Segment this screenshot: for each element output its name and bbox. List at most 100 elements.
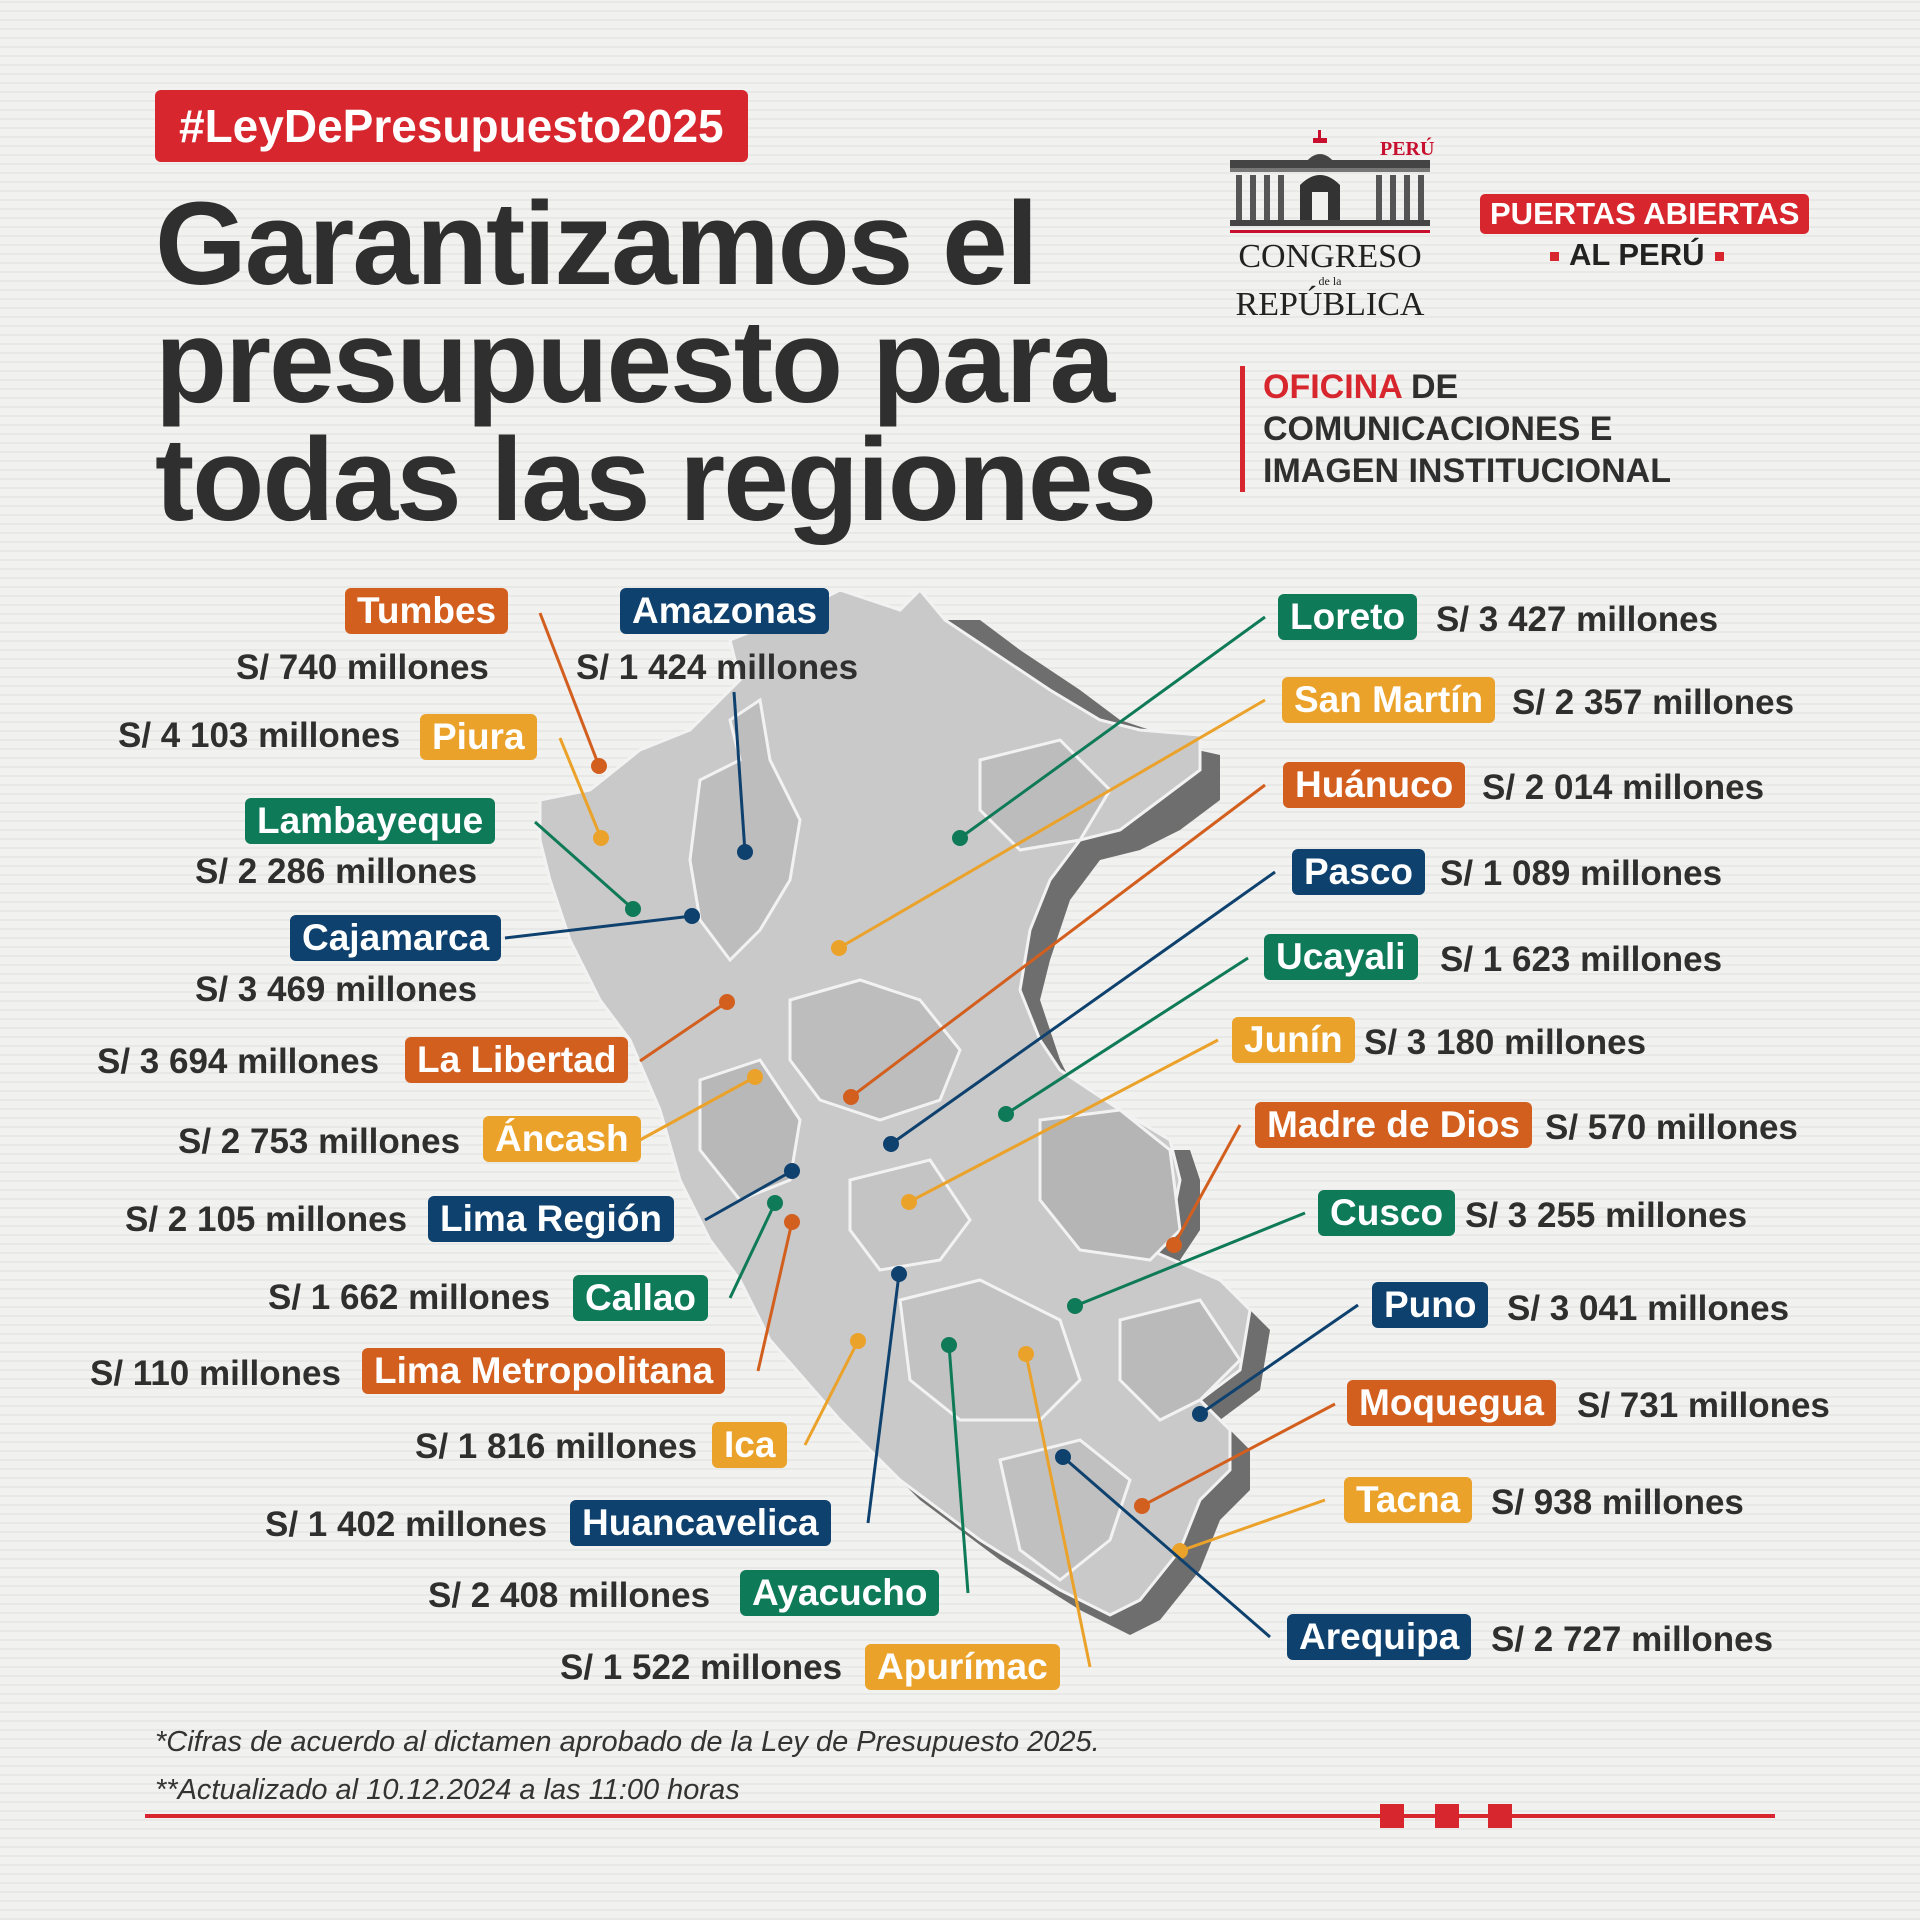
region-label-puno: Puno bbox=[1372, 1282, 1489, 1328]
region-label-lima-metropolitana: Lima Metropolitana bbox=[362, 1348, 726, 1394]
region-amount-huancavelica: S/ 1 402 millones bbox=[265, 1505, 548, 1544]
headline-line-1: Garantizamos el bbox=[155, 178, 1039, 310]
office-name: OFICINA DE COMUNICACIONES E IMAGEN INSTI… bbox=[1240, 366, 1671, 492]
region-marker-san-martin bbox=[831, 940, 847, 956]
region-amount-apurimac: S/ 1 522 millones bbox=[560, 1648, 843, 1687]
connector-line-ucayali bbox=[1005, 956, 1249, 1116]
hashtag-badge: #LeyDePresupuesto2025 bbox=[155, 90, 748, 162]
connector-line-huancavelica bbox=[866, 1273, 901, 1524]
connector-line-lima-region bbox=[704, 1169, 793, 1222]
region-marker-ayacucho bbox=[941, 1337, 957, 1353]
region-amount-piura: S/ 4 103 millones bbox=[118, 716, 401, 755]
region-label-ayacucho: Ayacucho bbox=[740, 1570, 940, 1616]
office-highlight: OFICINA bbox=[1263, 368, 1402, 406]
region-amount-loreto: S/ 3 427 millones bbox=[1436, 600, 1719, 639]
region-marker-puno bbox=[1192, 1406, 1208, 1422]
region-marker-lima-metropolitana bbox=[784, 1214, 800, 1230]
connector-line-san-martin bbox=[838, 698, 1266, 950]
logo-line-3: REPÚBLICA bbox=[1235, 286, 1425, 323]
footer-square-icon bbox=[1488, 1804, 1512, 1828]
square-bullet-icon bbox=[1550, 252, 1559, 262]
region-amount-tacna: S/ 938 millones bbox=[1491, 1483, 1744, 1522]
region-marker-tumbes bbox=[591, 758, 607, 774]
region-marker-lambayeque bbox=[625, 901, 641, 917]
congreso-logo: PERÚ CONGRESO de la REPÚBLICA bbox=[1230, 130, 1434, 323]
region-marker-callao bbox=[767, 1195, 783, 1211]
region-amount-ica: S/ 1 816 millones bbox=[415, 1427, 698, 1466]
region-label-la-libertad: La Libertad bbox=[405, 1037, 629, 1083]
congress-building-icon bbox=[1230, 130, 1430, 233]
connector-line-lambayeque bbox=[534, 820, 634, 911]
region-amount-cusco: S/ 3 255 millones bbox=[1465, 1196, 1748, 1235]
headline: Garantizamos el presupuesto para todas l… bbox=[155, 178, 1157, 546]
region-marker-amazonas bbox=[737, 844, 753, 860]
region-marker-la-libertad bbox=[719, 994, 735, 1010]
region-label-madre-de-dios: Madre de Dios bbox=[1255, 1102, 1532, 1148]
footnote-1: *Cifras de acuerdo al dictamen aprobado … bbox=[155, 1726, 1100, 1758]
region-amount-arequipa: S/ 2 727 millones bbox=[1491, 1620, 1774, 1659]
square-bullet-icon bbox=[1714, 252, 1724, 262]
connector-line-cusco bbox=[1074, 1211, 1306, 1308]
region-label-amazonas: Amazonas bbox=[620, 588, 830, 634]
region-label-huancavelica: Huancavelica bbox=[570, 1500, 831, 1546]
map-surface bbox=[538, 587, 1252, 1617]
region-label-moquegua: Moquegua bbox=[1347, 1380, 1556, 1426]
connector-lines bbox=[504, 612, 1359, 1668]
connector-line-ica bbox=[803, 1340, 860, 1446]
connector-line-amazonas bbox=[732, 691, 747, 853]
headline-line-2: presupuesto para bbox=[155, 296, 1115, 428]
region-amount-callao: S/ 1 662 millones bbox=[268, 1278, 551, 1317]
region-marker-madre-de-dios bbox=[1166, 1237, 1182, 1253]
region-marker-lima-region bbox=[784, 1163, 800, 1179]
connector-line-callao bbox=[728, 1202, 777, 1299]
connector-line-junin bbox=[908, 1038, 1219, 1204]
connector-line-lima-metropolitana bbox=[756, 1221, 794, 1372]
region-label-san-martin: San Martín bbox=[1282, 677, 1496, 723]
region-amount-ancash: S/ 2 753 millones bbox=[178, 1122, 461, 1161]
connector-line-arequipa bbox=[1062, 1455, 1271, 1639]
region-amount-madre-de-dios: S/ 570 millones bbox=[1545, 1108, 1798, 1147]
region-amount-huanuco: S/ 2 014 millones bbox=[1482, 768, 1765, 807]
region-label-tacna: Tacna bbox=[1344, 1477, 1473, 1523]
region-label-arequipa: Arequipa bbox=[1287, 1614, 1472, 1660]
region-marker-arequipa bbox=[1055, 1449, 1071, 1465]
footer-rule bbox=[145, 1814, 1775, 1818]
connector-line-pasco bbox=[890, 870, 1276, 1146]
region-label-lambayeque: Lambayeque bbox=[245, 798, 496, 844]
region-marker-pasco bbox=[883, 1136, 899, 1152]
region-marker-cajamarca bbox=[684, 908, 700, 924]
region-amount-san-martin: S/ 2 357 millones bbox=[1512, 683, 1795, 722]
region-label-ica: Ica bbox=[712, 1422, 788, 1468]
region-label-callao: Callao bbox=[573, 1275, 709, 1321]
region-amount-tumbes: S/ 740 millones bbox=[236, 648, 489, 687]
region-marker-huancavelica bbox=[891, 1266, 907, 1282]
region-label-cajamarca: Cajamarca bbox=[290, 915, 502, 961]
region-marker-junin bbox=[901, 1194, 917, 1210]
region-amount-cajamarca: S/ 3 469 millones bbox=[195, 970, 478, 1009]
logo-country: PERÚ bbox=[1380, 138, 1435, 160]
region-amount-moquegua: S/ 731 millones bbox=[1577, 1386, 1830, 1425]
campaign-subtitle: AL PERÚ bbox=[1540, 237, 1734, 273]
connector-line-madre-de-dios bbox=[1172, 1124, 1242, 1246]
connector-line-la-libertad bbox=[639, 1000, 728, 1063]
footer-square-icon bbox=[1380, 1804, 1404, 1828]
connector-line-tacna bbox=[1179, 1498, 1326, 1553]
region-label-junin: Junín bbox=[1232, 1017, 1355, 1063]
region-amount-ucayali: S/ 1 623 millones bbox=[1440, 940, 1723, 979]
logo-line-2: de la bbox=[1318, 274, 1342, 288]
office-line-2: COMUNICACIONES E bbox=[1263, 410, 1613, 448]
connector-line-loreto bbox=[959, 615, 1266, 840]
headline-line-3: todas las regiones bbox=[155, 414, 1157, 546]
region-marker-tacna bbox=[1172, 1543, 1188, 1559]
campaign-badge: PUERTAS ABIERTAS bbox=[1480, 194, 1810, 234]
campaign-subtitle-text: AL PERÚ bbox=[1569, 237, 1705, 272]
region-amount-junin: S/ 3 180 millones bbox=[1364, 1023, 1647, 1062]
region-amount-puno: S/ 3 041 millones bbox=[1507, 1289, 1790, 1328]
connector-line-tumbes bbox=[538, 612, 601, 767]
connector-line-apurimac bbox=[1024, 1353, 1092, 1668]
region-label-loreto: Loreto bbox=[1278, 594, 1418, 640]
region-label-ucayali: Ucayali bbox=[1264, 934, 1418, 980]
region-amount-lima-metropolitana: S/ 110 millones bbox=[90, 1354, 341, 1393]
region-label-cusco: Cusco bbox=[1318, 1190, 1456, 1236]
